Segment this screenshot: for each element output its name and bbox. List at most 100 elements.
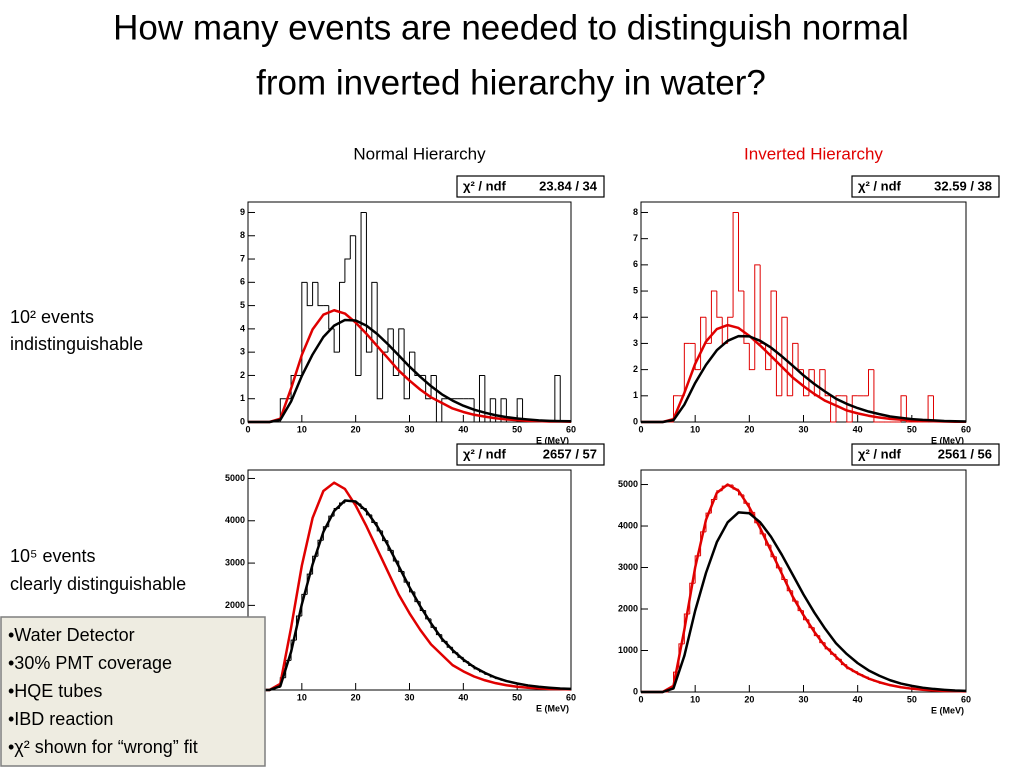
row-label: 10⁵ events [10,546,96,566]
histogram-bin [500,398,507,422]
histogram-bin [505,398,512,423]
y-tick-label: 8 [240,230,245,240]
histogram-bin [743,291,750,344]
histogram-bin [355,235,362,376]
histogram-bin [732,211,739,318]
histogram-bin [312,281,318,306]
histogram-bin [554,374,561,422]
histogram-bin [803,369,809,397]
histogram-bin [495,398,502,423]
histogram-bin [430,374,437,399]
column-title: Inverted Hierarchy [744,144,883,163]
y-tick-label: 5000 [618,479,638,489]
y-tick-label: 2 [633,364,638,374]
y-tick-label: 7 [240,253,245,263]
y-tick-label: 3000 [225,557,245,567]
x-tick-label: 30 [404,692,414,702]
histogram-bin [824,369,831,397]
notes-box: •Water Detector •30% PMT coverage •HQE t… [0,616,266,767]
y-tick-label: 5000 [225,473,245,483]
histogram-bin [781,316,788,396]
histogram-bin [835,395,842,422]
histogram-bin [851,395,858,422]
x-axis-label: E (MeV) [931,705,964,715]
y-tick-label: 2000 [618,603,638,613]
title-line: from inverted hierarchy in water? [256,63,766,102]
histogram-bin [710,290,717,344]
stats-value: 32.59 / 38 [934,178,992,193]
histogram-bin [398,328,405,376]
histogram-bin [360,211,367,376]
histogram-bin [748,343,755,371]
note: •IBD reaction [8,709,113,729]
x-axis-label: E (MeV) [931,435,964,445]
fit-curve [248,309,572,424]
histogram-bin [392,328,399,376]
y-tick-label: 4000 [225,515,245,525]
histogram-bin [754,264,761,370]
histogram-bin [349,235,356,260]
histogram-bin [694,343,701,371]
histogram-bin [425,375,432,400]
x-tick-label: 10 [690,694,700,704]
histogram-bin [830,395,836,423]
x-tick-label: 30 [798,424,808,434]
y-tick-label: 5 [240,300,245,310]
x-tick-label: 50 [512,424,522,434]
histogram-bin [905,395,912,423]
stats-box [851,443,1000,466]
y-tick-label: 4000 [618,520,638,530]
x-axis-label: E (MeV) [536,703,569,713]
histogram-bin [738,212,744,292]
histogram-bin [317,282,324,307]
column-title: Normal Hierarchy [353,144,486,163]
x-tick-label: 60 [961,694,971,704]
x-tick-label: 20 [744,424,754,434]
fit-curve [248,499,572,692]
note: •χ² shown for “wrong” fit [8,737,198,757]
x-tick-label: 0 [638,424,643,434]
histogram-bin [868,369,874,396]
plot-frame [640,469,967,693]
histogram-bin [403,328,410,400]
stats-label: χ² / ndf [858,178,902,193]
note: •Water Detector [8,625,135,645]
histogram-bin [441,398,448,422]
histogram-bin [900,395,907,422]
x-tick-label: 10 [690,424,700,434]
y-tick-label: 6 [633,259,638,269]
y-tick-label: 3000 [618,562,638,572]
row-label: indistinguishable [10,334,143,354]
fit-curve [248,318,572,424]
histogram-bin [673,395,679,422]
stats-box [456,443,605,466]
histogram-bin [339,281,345,353]
histogram-bin [873,369,880,423]
x-tick-label: 10 [297,424,307,434]
y-tick-label: 4 [633,312,638,322]
x-tick-label: 40 [458,424,468,434]
fit-curve [641,511,967,694]
fit-curve [641,323,966,424]
row-label: 10² events [10,307,94,327]
x-tick-label: 30 [404,424,414,434]
x-tick-label: 50 [907,424,917,434]
y-tick-label: 0 [633,686,638,696]
x-tick-label: 20 [744,694,754,704]
y-tick-label: 7 [633,233,638,243]
stats-label: χ² / ndf [463,178,507,193]
x-tick-label: 40 [853,694,863,704]
y-tick-label: 4 [240,323,245,333]
histogram-bin [770,290,777,370]
y-tick-label: 8 [633,207,638,217]
histogram-bin [301,281,308,376]
histogram-bin [516,398,523,422]
y-tick-label: 3 [633,338,638,348]
y-tick-label: 0 [633,416,638,426]
x-tick-label: 30 [798,694,808,704]
histogram-bin [716,291,723,318]
histogram-bin [365,212,372,353]
